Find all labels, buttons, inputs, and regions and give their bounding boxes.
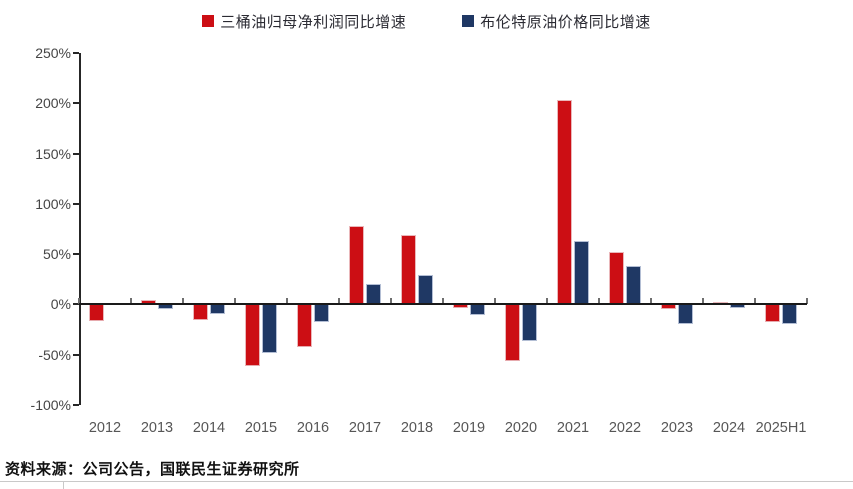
- x-axis-category-label: 2023: [660, 420, 694, 436]
- x-axis-tick: [546, 298, 548, 305]
- y-axis-tick-label: -50%: [38, 346, 71, 363]
- y-axis-tick: [73, 404, 79, 406]
- bottom-divider-tick: [63, 481, 64, 489]
- x-axis-category-label: 2014: [192, 420, 226, 436]
- legend: 三桶油归母净利润同比增速 布伦特原油价格同比增速: [0, 8, 853, 34]
- bar-brent-2020: [522, 304, 537, 341]
- x-axis-category-label: 2019: [452, 420, 486, 436]
- x-axis-tick: [182, 298, 184, 305]
- x-axis-tick: [806, 298, 808, 305]
- x-axis-category-label: 2022: [608, 420, 642, 436]
- x-axis-tick: [234, 298, 236, 305]
- legend-label-profit: 三桶油归母净利润同比增速: [220, 13, 407, 31]
- x-axis-zero-line: [79, 303, 807, 306]
- bar-brent-2015: [262, 304, 277, 353]
- source-note: 资料来源：公司公告，国联民生证券研究所: [5, 462, 300, 478]
- x-axis-tick: [494, 298, 496, 305]
- bar-profit-2017: [349, 225, 364, 305]
- y-axis-tick: [73, 202, 79, 205]
- y-axis-tick-label: 50%: [42, 246, 71, 263]
- y-axis-tick-label: 150%: [35, 145, 71, 162]
- y-axis-tick: [73, 353, 79, 356]
- x-axis-category-label: 2020: [504, 420, 538, 436]
- x-axis-category-label: 2025H1: [755, 420, 807, 436]
- bar-brent-2023: [678, 304, 693, 324]
- legend-label-brent: 布伦特原油价格同比增速: [480, 13, 651, 31]
- y-axis-tick-label: 200%: [35, 95, 71, 112]
- x-axis-tick: [78, 298, 80, 305]
- bar-brent-2014: [210, 304, 225, 315]
- bar-profit-2014: [193, 304, 208, 320]
- x-axis-tick: [702, 298, 704, 305]
- x-axis-category-label: 2013: [140, 420, 174, 436]
- y-axis-tick: [73, 102, 79, 105]
- bar-brent-2025H1: [782, 304, 797, 324]
- bar-brent-2022: [626, 266, 641, 305]
- bar-profit-2016: [297, 304, 312, 347]
- bar-profit-2020: [505, 304, 520, 361]
- bar-profit-2012: [89, 304, 104, 321]
- y-axis-tick-label: 100%: [35, 195, 71, 212]
- legend-item-brent: 布伦特原油价格同比增速: [462, 11, 651, 32]
- y-axis-tick-label: 250%: [35, 45, 71, 61]
- x-axis-tick: [598, 298, 600, 305]
- x-axis-category-label: 2021: [556, 420, 590, 436]
- y-axis-tick: [73, 303, 79, 306]
- bar-profit-2015: [245, 304, 260, 366]
- legend-item-profit: 三桶油归母净利润同比增速: [202, 11, 406, 32]
- x-axis-category-label: 2024: [712, 420, 746, 436]
- y-axis-tick-label: 0%: [50, 296, 71, 313]
- y-axis-tick: [73, 152, 79, 155]
- bar-brent-2019: [470, 304, 485, 316]
- y-axis-tick: [73, 253, 79, 256]
- y-axis-tick-label: -100%: [30, 397, 71, 413]
- brent-series-swatch-icon: [462, 15, 475, 27]
- x-axis-tick: [442, 298, 444, 305]
- x-axis-tick: [286, 298, 288, 305]
- x-axis-category-label: 2017: [348, 420, 382, 436]
- y-axis-line: [79, 53, 81, 405]
- x-axis-category-label: 2012: [88, 420, 122, 436]
- profit-series-swatch-icon: [202, 15, 215, 27]
- bar-profit-2018: [401, 235, 416, 305]
- bar-profit-2025H1: [765, 304, 780, 322]
- x-axis-tick: [130, 298, 132, 305]
- y-axis-tick: [73, 52, 79, 54]
- bar-profit-2021: [557, 100, 572, 305]
- x-axis-category-label: 2018: [400, 420, 434, 436]
- bar-brent-2018: [418, 275, 433, 305]
- bottom-divider: [0, 481, 853, 482]
- x-axis-category-label: 2016: [296, 420, 330, 436]
- x-axis-tick: [390, 298, 392, 305]
- bar-brent-2017: [366, 284, 381, 305]
- x-axis-category-label: 2015: [244, 420, 278, 436]
- x-axis-tick: [754, 298, 756, 305]
- bar-brent-2021: [574, 241, 589, 305]
- bar-brent-2016: [314, 304, 329, 322]
- x-axis-tick: [650, 298, 652, 305]
- bar-profit-2022: [609, 252, 624, 305]
- x-axis-tick: [338, 298, 340, 305]
